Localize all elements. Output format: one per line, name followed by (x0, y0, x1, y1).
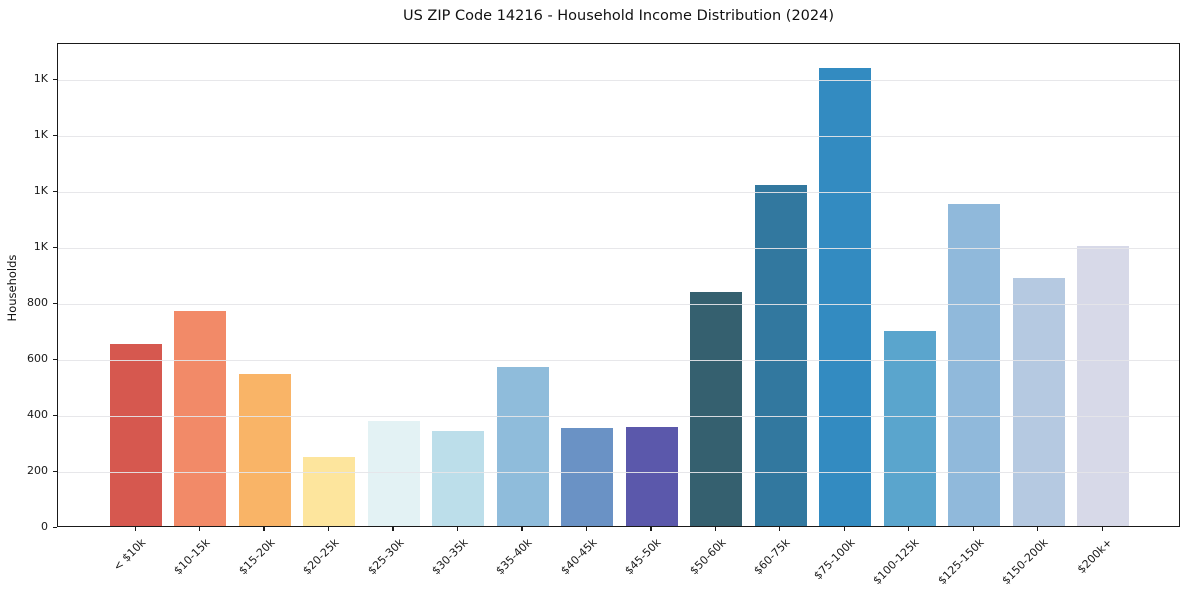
x-tick-label: $100-125k (870, 536, 922, 588)
x-tick-label: $50-60k (687, 536, 729, 578)
gridline (58, 416, 1179, 418)
x-tick (779, 527, 781, 531)
bar (1077, 246, 1129, 526)
x-tick (908, 527, 910, 531)
x-tick (1101, 527, 1103, 531)
bar (367, 420, 420, 526)
bar (883, 331, 936, 526)
x-tick (972, 527, 974, 531)
chart-title: US ZIP Code 14216 - Household Income Dis… (402, 8, 835, 24)
gridline (58, 136, 1179, 138)
bar (238, 373, 291, 526)
y-tick (52, 78, 57, 81)
x-tick-label: $200k+ (1075, 536, 1116, 577)
gridline (58, 80, 1179, 82)
y-tick (52, 302, 57, 304)
bar (174, 310, 227, 526)
bar (690, 292, 743, 526)
y-tick-label: 800 (27, 296, 48, 310)
y-tick (52, 470, 57, 472)
x-tick-label: $20-25k (300, 536, 342, 578)
y-tick (52, 246, 57, 249)
bar (432, 431, 485, 526)
x-tick-label: $75-100k (811, 536, 858, 583)
bar (754, 184, 807, 526)
y-tick-label: 400 (27, 408, 48, 422)
y-tick (52, 526, 57, 528)
y-tick-label: 0 (41, 520, 48, 533)
y-tick-label: 1K (33, 72, 48, 86)
y-tick (52, 358, 57, 360)
bar (625, 427, 678, 526)
y-tick (52, 190, 57, 193)
x-tick (1037, 527, 1039, 531)
y-tick (52, 134, 57, 137)
x-tick (198, 527, 201, 531)
x-tick (327, 527, 330, 531)
x-tick-label: $45-50k (622, 536, 664, 578)
bar (110, 344, 162, 526)
x-tick-label: $60-75k (751, 536, 793, 578)
gridline (58, 248, 1179, 250)
y-tick-label: 1K (33, 240, 48, 254)
x-tick-label: $30-35k (429, 536, 471, 578)
y-tick-label: 600 (27, 352, 48, 366)
plot-area (57, 43, 1180, 527)
bar (1012, 278, 1065, 526)
bar (561, 428, 614, 526)
x-tick (843, 527, 845, 531)
x-tick (714, 527, 716, 531)
y-tick (52, 414, 57, 416)
y-tick-label: 1K (33, 128, 48, 142)
y-tick-label: 200 (27, 464, 48, 478)
bar (948, 204, 1001, 526)
bar (819, 67, 872, 526)
x-tick (392, 527, 394, 531)
bar (496, 367, 549, 526)
x-tick (521, 527, 523, 531)
x-tick (456, 527, 459, 531)
x-tick (134, 527, 136, 531)
gridline (58, 304, 1179, 306)
x-tick-label: $25-30k (364, 536, 407, 578)
x-tick-label: $35-40k (493, 536, 536, 578)
x-tick (585, 527, 588, 531)
bar (303, 457, 356, 526)
gridline (58, 472, 1179, 474)
x-tick-label: $125-150k (935, 536, 987, 588)
gridline (58, 360, 1179, 362)
x-tick-label: $15-20k (235, 536, 278, 578)
x-tick-label: $40-45k (558, 536, 600, 578)
x-tick-label: $150-200k (999, 536, 1051, 588)
gridline (58, 192, 1179, 194)
y-tick-label: 1K (33, 184, 48, 198)
x-tick (650, 527, 652, 531)
x-tick (263, 527, 265, 531)
x-tick-label: $10-15k (171, 536, 213, 578)
x-tick-label: < $10k (110, 536, 149, 574)
